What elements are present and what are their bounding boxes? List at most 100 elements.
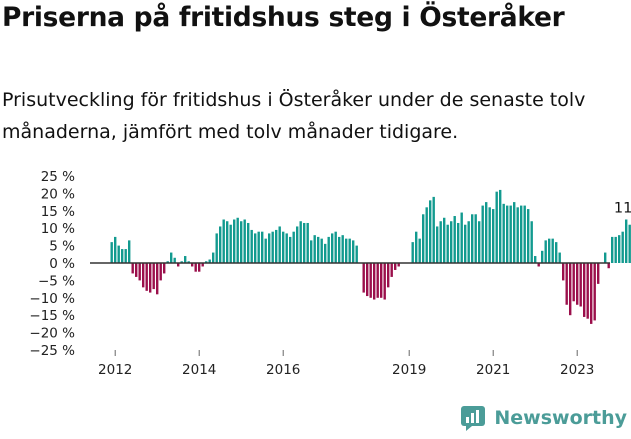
bar <box>625 219 628 263</box>
bar <box>215 233 218 263</box>
bar <box>310 240 313 263</box>
y-tick-label: 25 % <box>41 169 75 185</box>
bar <box>345 238 348 263</box>
bar <box>285 233 288 263</box>
bar <box>317 236 320 263</box>
bar <box>170 252 173 263</box>
bar <box>558 252 561 263</box>
bar <box>226 221 229 263</box>
bar <box>541 250 544 263</box>
bar <box>208 259 211 263</box>
bar <box>502 203 505 263</box>
bar <box>166 261 169 263</box>
chart-subtitle: Prisutveckling för fritidshus i Österåke… <box>2 89 586 143</box>
y-tick-label: 0 % <box>49 256 75 272</box>
bar <box>366 263 369 297</box>
bar <box>492 209 495 263</box>
bar <box>131 263 134 274</box>
bar <box>222 219 225 263</box>
bar <box>425 207 428 263</box>
bar <box>390 263 393 277</box>
y-tick-label: 10 % <box>41 221 75 237</box>
bar <box>292 231 295 263</box>
bar <box>278 226 281 263</box>
x-tick-label: 2019 <box>392 362 426 378</box>
bar <box>586 263 589 319</box>
bar <box>191 263 194 267</box>
bar <box>341 235 344 263</box>
bar <box>576 263 579 305</box>
x-tick-label: 2023 <box>560 362 594 378</box>
bar <box>376 263 379 298</box>
bar <box>177 263 180 267</box>
bar <box>180 261 183 263</box>
bar <box>614 236 617 263</box>
chart-title: Priserna på fritidshus steg i Österåker <box>2 2 565 33</box>
y-axis: 25 %20 % 15 %10 % 5 %0 %−5 % −10 %−15 % −20 … <box>29 169 75 359</box>
bar <box>275 229 278 263</box>
y-tick-label: 5 % <box>49 239 75 255</box>
bar <box>247 222 250 263</box>
bar <box>383 263 386 300</box>
bar <box>187 261 190 263</box>
bar <box>439 221 442 263</box>
bar <box>135 263 138 277</box>
bar <box>411 242 414 263</box>
bar <box>163 263 166 274</box>
bar <box>282 231 285 263</box>
bar <box>471 214 474 263</box>
bar <box>313 235 316 263</box>
bar <box>296 226 299 263</box>
bar <box>352 240 355 263</box>
bar <box>198 263 201 272</box>
bar <box>450 221 453 263</box>
bar <box>418 238 421 263</box>
bar <box>429 200 432 263</box>
bar <box>597 263 600 284</box>
bar <box>467 221 470 263</box>
bar <box>327 236 330 263</box>
bar <box>387 263 390 288</box>
x-tick-label: 2016 <box>266 362 300 378</box>
bar <box>156 263 159 295</box>
bar <box>527 209 530 263</box>
bar <box>128 240 131 263</box>
bar <box>271 231 274 263</box>
bar <box>194 263 197 272</box>
bar <box>572 263 575 302</box>
x-tick-label: 2012 <box>98 362 132 378</box>
bar <box>583 263 586 317</box>
bar <box>149 263 152 293</box>
bar <box>446 224 449 263</box>
bar <box>457 222 460 263</box>
bar <box>590 263 593 324</box>
bar <box>201 263 204 267</box>
bar <box>621 231 624 263</box>
bar <box>394 263 397 270</box>
bar <box>548 238 551 263</box>
bar <box>562 263 565 281</box>
brand-name: Newsworthy <box>494 407 627 429</box>
y-tick-label: −5 % <box>38 273 75 289</box>
bar <box>495 191 498 263</box>
bar <box>334 231 337 263</box>
bar <box>236 217 239 263</box>
bar <box>593 263 596 321</box>
bar <box>121 249 124 263</box>
bar <box>422 214 425 263</box>
bar <box>219 226 222 263</box>
bar <box>443 217 446 263</box>
bar <box>555 242 558 263</box>
bar <box>250 229 253 263</box>
y-tick-label: −15 % <box>29 308 75 324</box>
bar <box>331 233 334 263</box>
bar <box>145 263 148 291</box>
bar <box>240 221 243 263</box>
bar <box>481 205 484 263</box>
bar <box>184 256 187 263</box>
bar <box>544 240 547 263</box>
bar <box>464 224 467 263</box>
bar <box>478 221 481 263</box>
bar <box>611 236 614 263</box>
x-tick-label: 2014 <box>182 362 216 378</box>
